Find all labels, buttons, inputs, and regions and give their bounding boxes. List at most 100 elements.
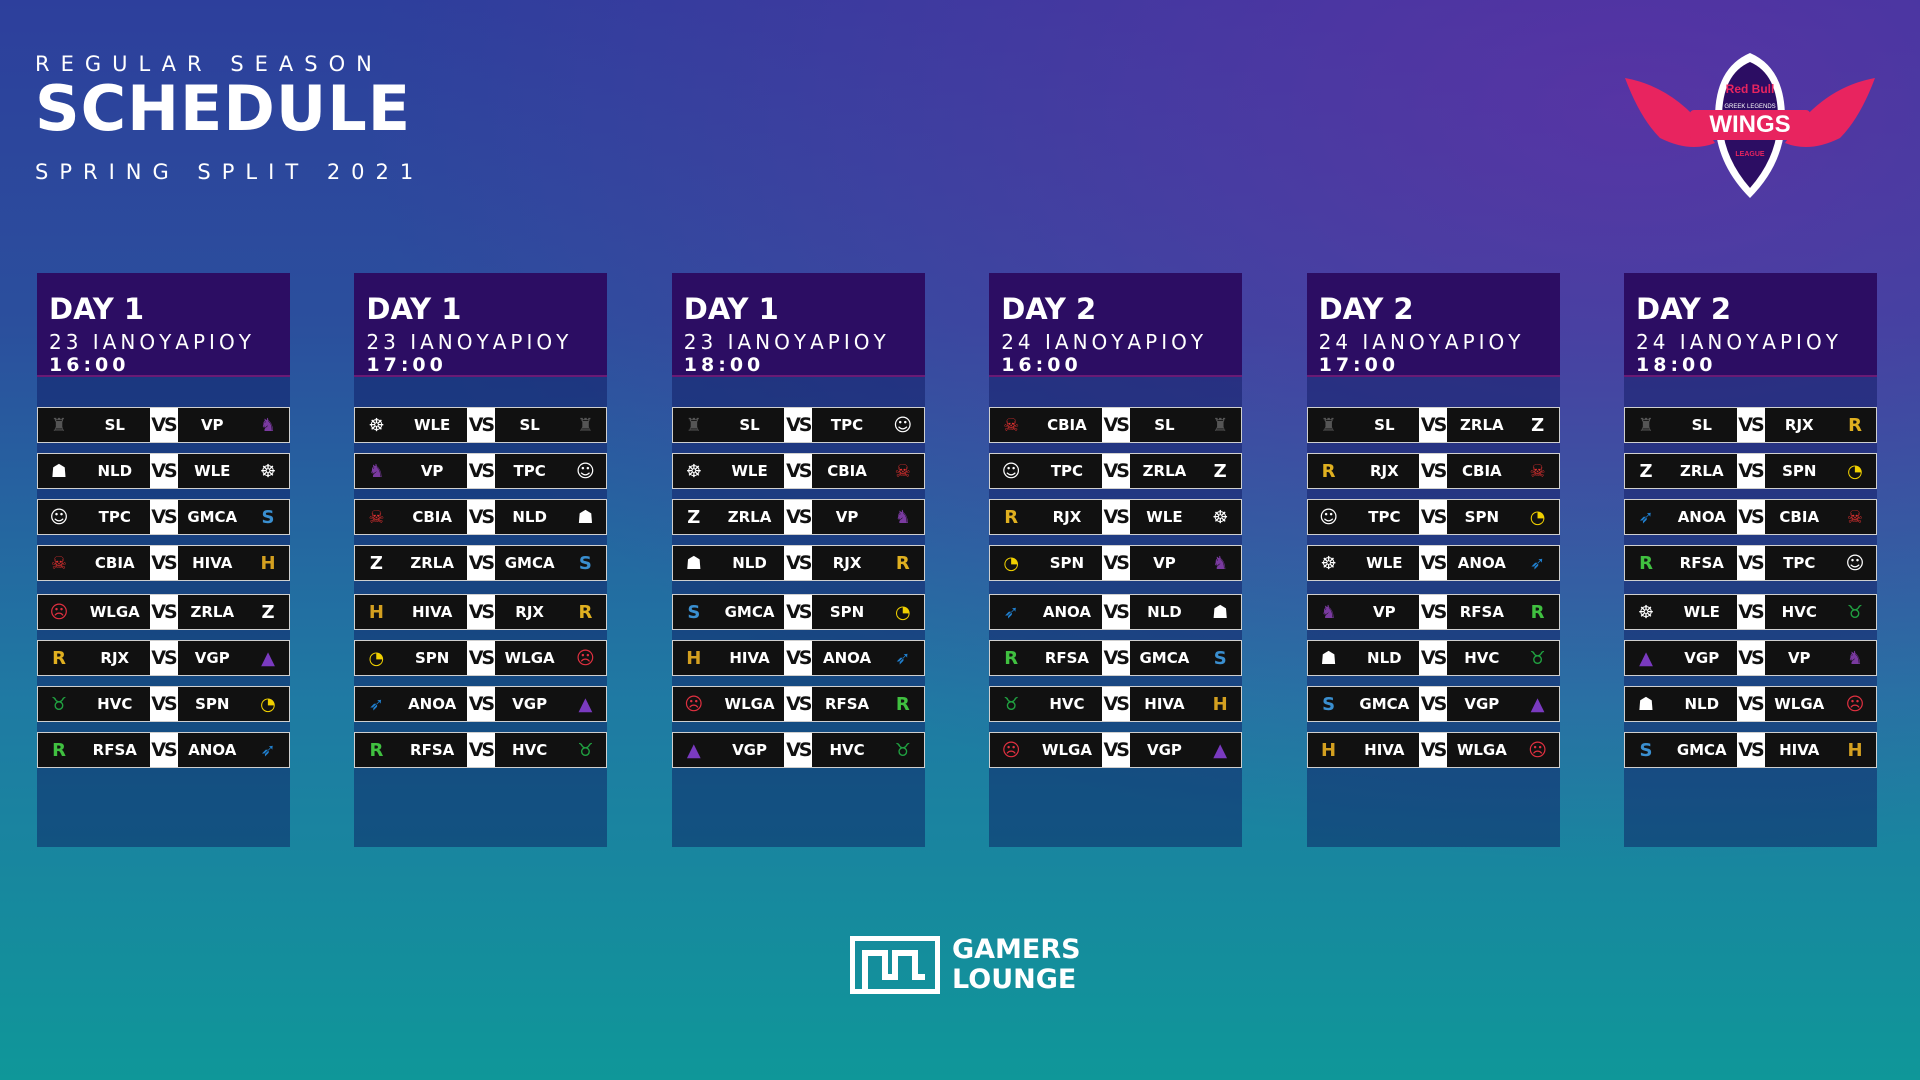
away-team-name: GMCA (187, 508, 238, 526)
match-row[interactable]: ☺ TPC VS ZRLA Z (989, 453, 1243, 489)
match-row[interactable]: ☺ TPC VS SPN ◔ (1306, 499, 1560, 535)
boy-squad-icon: ☠ (368, 506, 385, 528)
tiger-icon: ☗ (1212, 601, 1229, 623)
day-column-header: DAY 2 24 ΙΑΝΟΥΑΡΙΟΥ 18:00 (1624, 273, 1877, 377)
match-row[interactable]: ♉ HVC VS HIVA H (989, 686, 1243, 722)
match-row[interactable]: H HIVA VS ANOA ➶ (671, 640, 925, 676)
match-row[interactable]: ◔ SPN VS VP ♞ (989, 545, 1243, 581)
rjx-mark-icon: R (578, 601, 593, 623)
vs-badge: VS (1736, 408, 1765, 442)
away-team-name: SPN (1464, 508, 1500, 526)
day-label: DAY 1 (683, 292, 779, 326)
r-bolt-icon: R (369, 739, 384, 761)
z-slash-icon: Z (1531, 414, 1545, 436)
bull-icon: ♉ (577, 739, 594, 761)
match-row[interactable]: ☹ WLGA VS VGP ▲ (989, 732, 1243, 768)
match-row[interactable]: ☸ WLE VS HVC ♉ (1624, 594, 1877, 630)
match-row[interactable]: Z ZRLA VS VP ♞ (671, 499, 925, 535)
match-row[interactable]: ➶ ANOA VS VGP ▲ (354, 686, 608, 722)
away-team-name: RFSA (1459, 603, 1504, 621)
match-row[interactable]: R RJX VS CBIA ☠ (1306, 453, 1560, 489)
match-row[interactable]: H HIVA VS WLGA ☹ (1306, 732, 1560, 768)
match-row[interactable]: R RFSA VS HVC ♉ (354, 732, 608, 768)
match-row[interactable]: Z ZRLA VS SPN ◔ (1624, 453, 1877, 489)
match-row[interactable]: R RFSA VS ANOA ➶ (37, 732, 290, 768)
vs-badge: VS (1419, 641, 1447, 675)
match-row[interactable]: ◔ SPN VS WLGA ☹ (354, 640, 608, 676)
home-team-name: VP (1373, 603, 1396, 621)
match-row[interactable]: ☠ CBIA VS NLD ☗ (354, 499, 608, 535)
logo-name: WINGS (1709, 111, 1790, 138)
match-row[interactable]: ☗ NLD VS WLGA ☹ (1624, 686, 1877, 722)
match-row[interactable]: Z ZRLA VS GMCA S (354, 545, 608, 581)
boy-squad-icon: ☠ (1846, 506, 1864, 528)
vs-badge: VS (1101, 595, 1130, 629)
vs-badge: VS (1101, 546, 1130, 580)
away-team-name: WLGA (504, 649, 555, 667)
match-row[interactable]: ☗ NLD VS WLE ☸ (37, 453, 290, 489)
helmet-icon: ♜ (1212, 414, 1229, 436)
away-team-name: VP (835, 508, 859, 526)
vs-badge: VS (784, 408, 812, 442)
vs-badge: VS (149, 454, 178, 488)
match-row[interactable]: ➶ ANOA VS CBIA ☠ (1624, 499, 1877, 535)
match-row[interactable]: R RJX VS VGP ▲ (37, 640, 290, 676)
pacman-icon: ◔ (1847, 460, 1863, 482)
match-row[interactable]: ☸ WLE VS SL ♜ (354, 407, 608, 443)
gamer-icon: S (1213, 647, 1227, 669)
vs-badge: VS (1419, 546, 1447, 580)
home-team-name: ANOA (1042, 603, 1091, 621)
z-slash-icon: Z (369, 552, 383, 574)
match-row[interactable]: ☺ TPC VS GMCA S (37, 499, 290, 535)
match-row[interactable]: ♉ HVC VS SPN ◔ (37, 686, 290, 722)
z-slash-icon: Z (261, 601, 275, 623)
time-label: 16:00 (1001, 354, 1082, 376)
match-row[interactable]: R RFSA VS TPC ☺ (1624, 545, 1877, 581)
vs-badge: VS (784, 733, 812, 767)
rjx-mark-icon: R (52, 647, 66, 669)
match-row[interactable]: ♞ VP VS RFSA R (1306, 594, 1560, 630)
match-row[interactable]: ☠ CBIA VS HIVA H (37, 545, 290, 581)
match-row[interactable]: ☹ WLGA VS RFSA R (671, 686, 925, 722)
home-team-name: RFSA (1044, 649, 1090, 667)
home-team-name: VP (420, 462, 444, 480)
match-row[interactable]: S GMCA VS HIVA H (1624, 732, 1877, 768)
match-row[interactable]: ☹ WLGA VS ZRLA Z (37, 594, 290, 630)
match-row[interactable]: ☸ WLE VS ANOA ➶ (1306, 545, 1560, 581)
match-row[interactable]: ☠ CBIA VS SL ♜ (989, 407, 1243, 443)
match-row[interactable]: ♜ SL VS VP ♞ (37, 407, 290, 443)
match-row[interactable]: S GMCA VS SPN ◔ (671, 594, 925, 630)
ghost-mask-icon: ☺ (1001, 460, 1021, 482)
vs-badge: VS (1419, 733, 1447, 767)
pacman-icon: ◔ (1529, 506, 1546, 528)
match-row[interactable]: ▲ VGP VS VP ♞ (1624, 640, 1877, 676)
match-row[interactable]: ☗ NLD VS RJX R (671, 545, 925, 581)
match-row[interactable]: ▲ VGP VS HVC ♉ (671, 732, 925, 768)
h-crest-icon: H (686, 647, 702, 669)
away-team-name: VP (1153, 554, 1176, 572)
match-row[interactable]: ♜ SL VS RJX R (1624, 407, 1877, 443)
home-team-name: WLGA (89, 603, 140, 621)
away-team-name: TPC (1783, 554, 1816, 572)
match-row[interactable]: ♜ SL VS TPC ☺ (671, 407, 925, 443)
match-row[interactable]: R RFSA VS GMCA S (989, 640, 1243, 676)
match-row[interactable]: ☗ NLD VS HVC ♉ (1306, 640, 1560, 676)
match-row[interactable]: ➶ ANOA VS NLD ☗ (989, 594, 1243, 630)
day-column-header: DAY 1 23 ΙΑΝΟΥΑΡΙΟΥ 18:00 (671, 273, 925, 377)
date-label: 23 ΙΑΝΟΥΑΡΙΟΥ (683, 330, 890, 354)
match-row[interactable]: R RJX VS WLE ☸ (989, 499, 1243, 535)
match-row[interactable]: H HIVA VS RJX R (354, 594, 608, 630)
home-team-name: WLE (1683, 603, 1720, 621)
time-label: 16:00 (49, 354, 130, 376)
date-label: 24 ΙΑΝΟΥΑΡΙΟΥ (1001, 330, 1208, 354)
match-row[interactable]: ☸ WLE VS CBIA ☠ (671, 453, 925, 489)
vs-badge: VS (1419, 595, 1447, 629)
match-row[interactable]: ♜ SL VS ZRLA Z (1306, 407, 1560, 443)
lion-icon: ☸ (1637, 601, 1655, 623)
dragon-icon: ♞ (259, 414, 277, 436)
match-row[interactable]: S GMCA VS VGP ▲ (1306, 686, 1560, 722)
vs-badge: VS (1736, 546, 1765, 580)
away-team-name: CBIA (827, 462, 867, 480)
rjx-mark-icon: R (895, 552, 910, 574)
match-row[interactable]: ♞ VP VS TPC ☺ (354, 453, 608, 489)
